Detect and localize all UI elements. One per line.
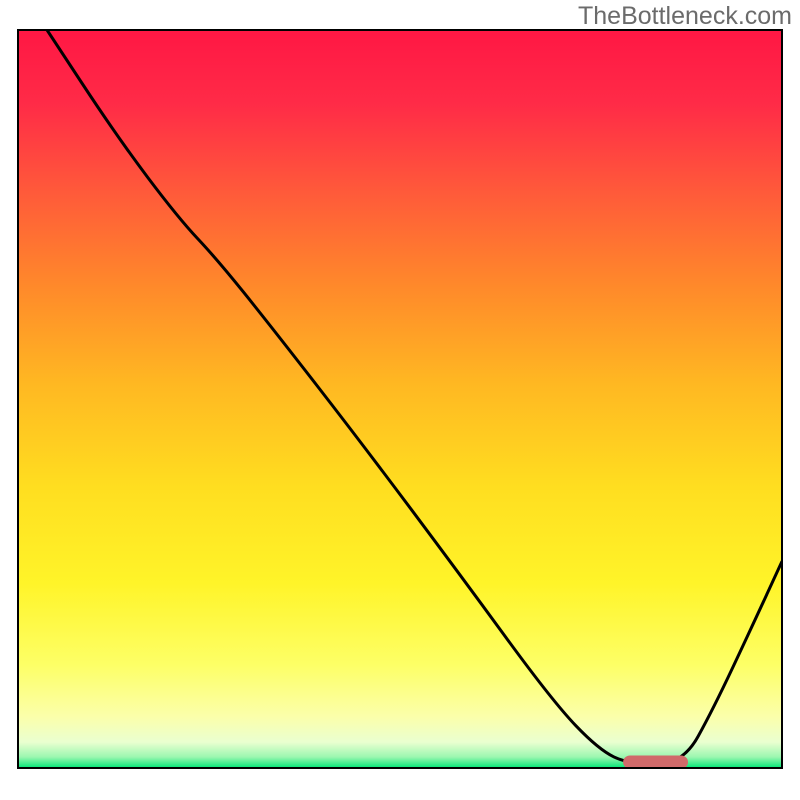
- bottleneck-chart: [0, 0, 800, 800]
- optimal-marker: [623, 755, 688, 768]
- plot-area: [18, 30, 782, 769]
- chart-container: TheBottleneck.com: [0, 0, 800, 800]
- watermark-text: TheBottleneck.com: [578, 2, 792, 31]
- gradient-background: [18, 30, 782, 768]
